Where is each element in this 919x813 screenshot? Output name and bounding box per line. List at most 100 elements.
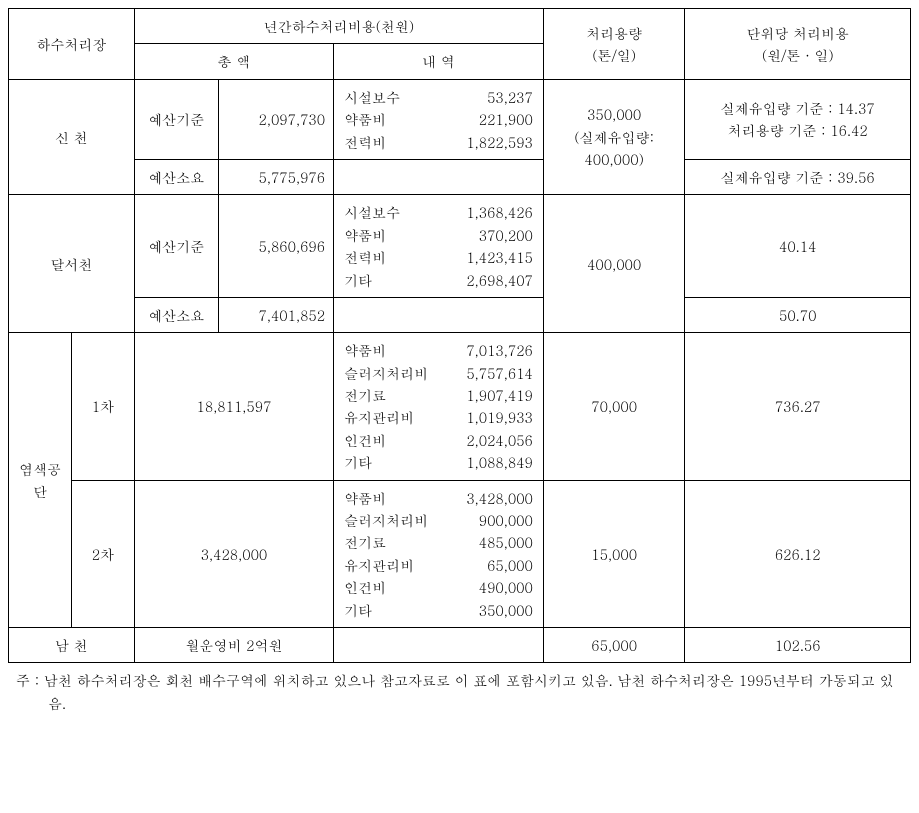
sincheon-row-1: 신 천 예산기준 2,097,730 시설보수53,237 약품비221,900… [9,79,911,159]
y1-bd-5-label: 기타 [344,451,372,473]
yeomsaek-row-2: 2차 3,428,000 약품비 3,428,000 슬러지처리비 900,000 … [9,480,911,627]
dalseocheon-bd-2-label: 전력비 [344,246,386,268]
sincheon-capacity: 350,000 (실제유입량: 400,000) [543,79,685,195]
y2-bd-5-value: 350,000 [479,599,533,621]
y2-bd-5-label: 기타 [344,599,372,621]
yeomsaek-secondary-unit-cost: 626.12 [685,480,911,627]
yeomsaek-secondary-label: 2차 [71,480,134,627]
header-unit-cost-unit: (원/톤 · 일) [762,45,834,65]
dalseocheon-bd-1-value: 370,200 [479,224,533,246]
sincheon-cap-3: 400,000) [584,149,643,169]
y2-bd-2-label: 전기료 [344,531,386,553]
y2-bd-0-value: 3,428,000 [466,487,533,509]
yeomsaek-primary-unit-cost: 736.27 [685,333,911,480]
y2-bd-3-label: 유지관리비 [344,554,414,576]
yeomsaek-primary-breakdown: 약품비 7,013,726 슬러지처리비 5,757,614 전기료 1,907,41… [334,333,544,480]
yeomsaek-secondary-capacity: 15,000 [543,480,685,627]
header-capacity: 처리용량 (톤/일) [543,9,685,80]
sincheon-unit-cost-need: 실제유입량 기준 : 39.56 [685,159,911,194]
header-total: 총 액 [134,44,333,79]
sincheon-breakdown: 시설보수 53,237 약품비 221,900 전력비 1,822,593 [334,79,544,159]
sincheon-bd-1-value: 221,900 [479,108,533,130]
y1-bd-0-label: 약품비 [344,339,386,361]
dalseocheon-budget-need-value: 7,401,852 [218,297,333,332]
sincheon-bd-1-label: 약품비 [344,108,386,130]
dalseocheon-bd-0-label: 시설보수 [344,201,400,223]
sincheon-name: 신 천 [9,79,135,195]
namcheon-breakdown [334,627,544,662]
namcheon-unit-cost: 102.56 [685,627,911,662]
y1-bd-5-value: 1,088,849 [466,451,533,473]
sincheon-cap-1: 350,000 [587,104,641,124]
namcheon-name: 남 천 [9,627,135,662]
y2-bd-0-label: 약품비 [344,487,386,509]
dalseocheon-unit-cost-basis: 40.14 [685,195,911,298]
y1-bd-3-label: 유지관리비 [344,406,414,428]
yeomsaek-secondary-value: 3,428,000 [134,480,333,627]
dalseocheon-bd-1-label: 약품비 [344,224,386,246]
namcheon-row: 남 천 월운영비 2억원 65,000 102.56 [9,627,911,662]
namcheon-total: 월운영비 2억원 [134,627,333,662]
sincheon-bd-0-value: 53,237 [487,86,533,108]
namcheon-capacity: 65,000 [543,627,685,662]
dalseocheon-bd-3-value: 2,698,407 [466,269,533,291]
header-unit-cost: 단위당 처리비용 (원/톤 · 일) [685,9,911,80]
sincheon-uc-1: 처리용량 기준 : 16.42 [693,119,902,141]
header-breakdown: 내 역 [334,44,544,79]
header-row-1: 하수처리장 년간하수처리비용(천원) 처리용량 (톤/일) 단위당 처리비용 (… [9,9,911,44]
sincheon-cap-2: (실제유입량: [574,127,654,147]
header-unit-cost-label: 단위당 처리비용 [746,23,849,43]
y2-bd-1-label: 슬러지처리비 [344,509,428,531]
y1-bd-4-value: 2,024,056 [466,429,533,451]
yeomsaek-row-1: 염색공단 1차 18,811,597 약품비7,013,726 슬러지처리비5,… [9,333,911,480]
y2-bd-4-label: 인건비 [344,576,386,598]
dalseocheon-bd-2-value: 1,423,415 [466,246,533,268]
dalseocheon-bd-3-label: 기타 [344,269,372,291]
y2-bd-4-value: 490,000 [479,576,533,598]
y2-bd-3-value: 65,000 [487,554,533,576]
sewage-treatment-cost-table: 하수처리장 년간하수처리비용(천원) 처리용량 (톤/일) 단위당 처리비용 (… [8,8,911,663]
sincheon-bd-2-value: 1,822,593 [466,131,533,153]
dalseocheon-unit-cost-need: 50.70 [685,297,911,332]
y1-bd-2-label: 전기료 [344,384,386,406]
header-plant: 하수처리장 [9,9,135,80]
sincheon-breakdown-need [334,159,544,194]
dalseocheon-budget-need-label: 예산소요 [134,297,218,332]
y1-bd-1-value: 5,757,614 [466,362,533,384]
dalseocheon-bd-0-value: 1,368,426 [466,201,533,223]
y1-bd-1-label: 슬러지처리비 [344,362,428,384]
dalseocheon-breakdown: 시설보수 1,368,426 약품비 370,200 전력비 1,423,415 기타… [334,195,544,298]
yeomsaek-primary-label: 1차 [71,333,134,480]
yeomsaek-primary-value: 18,811,597 [134,333,333,480]
yeomsaek-secondary-breakdown: 약품비 3,428,000 슬러지처리비 900,000 전기료 485,000 유지… [334,480,544,627]
sincheon-row-2: 예산소요 5,775,976 실제유입량 기준 : 39.56 [9,159,911,194]
sincheon-bd-2-label: 전력비 [344,131,386,153]
header-capacity-label: 처리용량 [586,23,642,43]
dalseocheon-name: 달서천 [9,195,135,333]
sincheon-budget-need-value: 5,775,976 [218,159,333,194]
dalseocheon-budget-basis-label: 예산기준 [134,195,218,298]
y2-bd-2-value: 485,000 [479,531,533,553]
y1-bd-3-value: 1,019,933 [466,406,533,428]
sincheon-budget-basis-value: 2,097,730 [218,79,333,159]
sincheon-budget-basis-label: 예산기준 [134,79,218,159]
dalseocheon-row-2: 예산소요 7,401,852 50.70 [9,297,911,332]
y1-bd-2-value: 1,907,419 [466,384,533,406]
y1-bd-4-label: 인건비 [344,429,386,451]
yeomsaek-primary-capacity: 70,000 [543,333,685,480]
footnote-prefix: 주 : [16,670,44,690]
sincheon-uc-0: 실제유입량 기준 : 14.37 [693,97,902,119]
sincheon-bd-0-label: 시설보수 [344,86,400,108]
dalseocheon-breakdown-need [334,297,544,332]
sincheon-budget-need-label: 예산소요 [134,159,218,194]
yeomsaek-name: 염색공단 [9,333,72,628]
footnote-text: 남천 하수처리장은 회천 배수구역에 위치하고 있으나 참고자료로 이 표에 포… [44,670,893,712]
footnote: 주 : 남천 하수처리장은 회천 배수구역에 위치하고 있으나 참고자료로 이 … [40,669,911,714]
y2-bd-1-value: 900,000 [479,509,533,531]
dalseocheon-capacity: 400,000 [543,195,685,333]
header-annual-cost: 년간하수처리비용(천원) [134,9,543,44]
dalseocheon-row-1: 달서천 예산기준 5,860,696 시설보수1,368,426 약품비370,… [9,195,911,298]
header-capacity-unit: (톤/일) [592,45,636,65]
y1-bd-0-value: 7,013,726 [466,339,533,361]
sincheon-unit-cost-basis: 실제유입량 기준 : 14.37 처리용량 기준 : 16.42 [685,79,911,159]
